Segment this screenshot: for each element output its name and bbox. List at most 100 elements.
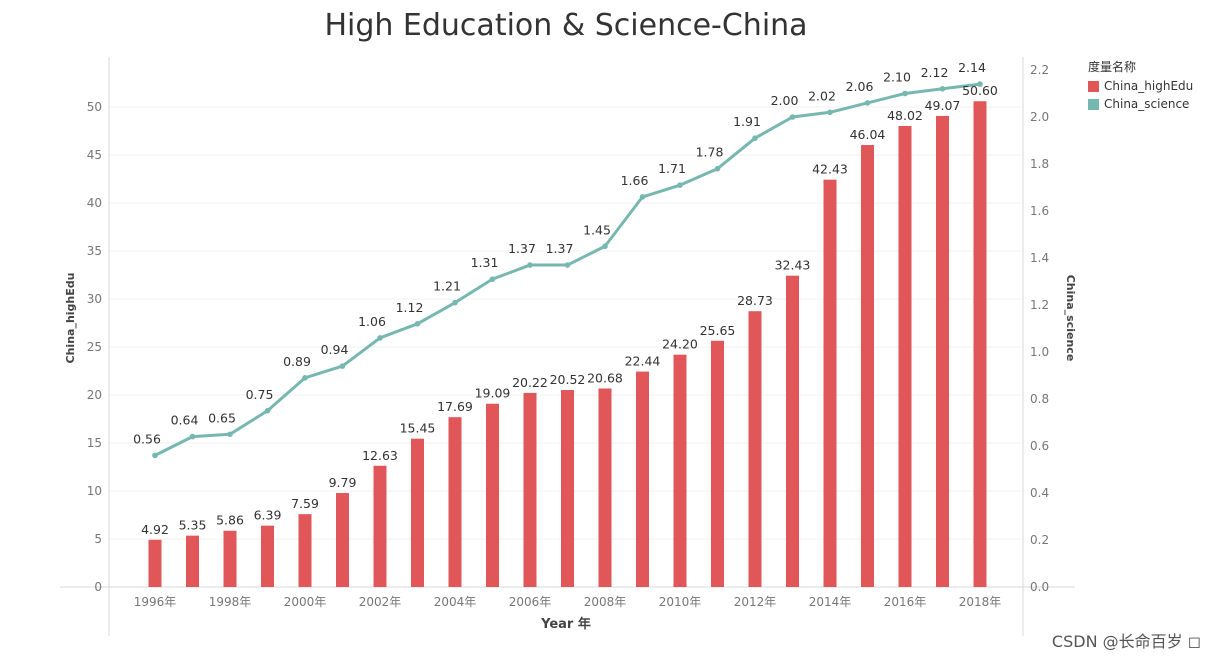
bar[interactable] bbox=[973, 101, 987, 588]
bar-data-label: 49.07 bbox=[925, 98, 961, 113]
line-point[interactable] bbox=[827, 109, 833, 116]
watermark: CSDN @长命百岁 ◻ bbox=[1051, 632, 1201, 651]
legend-swatch-science bbox=[1088, 98, 1099, 110]
bar[interactable] bbox=[936, 115, 949, 587]
line-point[interactable] bbox=[339, 363, 346, 369]
line-point[interactable] bbox=[639, 194, 646, 200]
bar-data-label: 19.09 bbox=[475, 386, 511, 401]
bar-data-label: 22.44 bbox=[625, 354, 661, 369]
x-tick-label: 2008年 bbox=[584, 595, 627, 609]
y-axis-right-title: China_science bbox=[1064, 275, 1077, 362]
line-point[interactable] bbox=[752, 135, 758, 141]
chart-title: High Education & Science-China bbox=[324, 8, 808, 43]
line-point[interactable] bbox=[564, 262, 571, 268]
bar[interactable] bbox=[673, 354, 687, 587]
bar[interactable] bbox=[861, 145, 874, 588]
line-point[interactable] bbox=[302, 375, 308, 381]
line-data-label: 1.37 bbox=[546, 241, 574, 256]
line-data-label: 2.00 bbox=[771, 93, 799, 108]
bar[interactable] bbox=[898, 126, 912, 588]
bar[interactable] bbox=[186, 535, 199, 587]
line-data-label: 1.21 bbox=[433, 279, 461, 294]
tick-labels: 0 5 10 15 20 25 30 35 40 45 50 0.0 0.2 0.4 0.6 0.8 1.0 1.… bbox=[87, 63, 1049, 609]
x-axis-title: Year 年 bbox=[540, 616, 591, 632]
line-point[interactable] bbox=[264, 407, 271, 414]
bar-data-label: 46.04 bbox=[850, 127, 886, 142]
bar[interactable] bbox=[711, 340, 724, 587]
bar[interactable] bbox=[561, 390, 574, 587]
y-right-tick-label: 2.0 bbox=[1030, 110, 1049, 124]
bar-data-label: 28.73 bbox=[737, 293, 773, 308]
line-point[interactable] bbox=[489, 276, 496, 282]
y-left-tick-label: 50 bbox=[87, 100, 102, 114]
x-tick-label: 2000年 bbox=[284, 595, 327, 609]
line-point[interactable] bbox=[189, 433, 196, 440]
x-tick-label: 2016年 bbox=[884, 595, 927, 609]
x-tick-label: 1998年 bbox=[209, 595, 252, 609]
bar[interactable] bbox=[823, 179, 837, 587]
x-tick-label: 2018年 bbox=[959, 595, 1002, 609]
x-tick-label: 2012年 bbox=[734, 595, 777, 609]
line-point[interactable] bbox=[677, 182, 683, 188]
line-data-label: 1.66 bbox=[621, 173, 649, 188]
line-point[interactable] bbox=[414, 321, 421, 327]
legend-title: 度量名称 bbox=[1088, 60, 1137, 74]
bar[interactable] bbox=[373, 465, 387, 587]
line-data-label: 2.06 bbox=[846, 79, 874, 94]
line-point[interactable] bbox=[902, 90, 908, 97]
line-point[interactable] bbox=[714, 165, 721, 172]
bar[interactable] bbox=[261, 525, 274, 587]
bar-data-label: 17.69 bbox=[437, 399, 473, 414]
bar-data-label: 9.79 bbox=[329, 475, 357, 490]
line-point[interactable] bbox=[602, 243, 608, 250]
line-data-label: 0.56 bbox=[133, 431, 161, 446]
bar[interactable] bbox=[148, 539, 162, 587]
line-data-label: 0.65 bbox=[208, 410, 236, 425]
bar-data-label: 24.20 bbox=[662, 337, 698, 352]
legend-item-highEdu[interactable]: China_highEdu bbox=[1088, 77, 1193, 95]
bar-data-label: 25.65 bbox=[700, 323, 736, 338]
bar[interactable] bbox=[748, 311, 762, 587]
bar-data-label: 20.68 bbox=[587, 370, 623, 385]
line-point[interactable] bbox=[227, 431, 233, 438]
line-data-label: 0.64 bbox=[171, 413, 199, 428]
bar[interactable] bbox=[786, 275, 799, 587]
line-point[interactable] bbox=[977, 81, 983, 87]
legend: 度量名称 China_highEdu China_science bbox=[1088, 58, 1193, 113]
bar[interactable] bbox=[223, 530, 237, 587]
line-data-label: 1.06 bbox=[358, 314, 386, 329]
bar[interactable] bbox=[298, 514, 312, 587]
y-left-tick-label: 0 bbox=[94, 580, 102, 594]
bar[interactable] bbox=[598, 388, 612, 587]
line-point[interactable] bbox=[152, 452, 158, 459]
bar-data-label: 42.43 bbox=[812, 162, 848, 177]
bar[interactable] bbox=[411, 438, 424, 587]
legend-item-science[interactable]: China_science bbox=[1088, 95, 1193, 113]
line-point[interactable] bbox=[864, 100, 871, 106]
legend-label-science: China_science bbox=[1104, 97, 1190, 111]
line-point[interactable] bbox=[452, 299, 458, 306]
bar-data-label: 6.39 bbox=[254, 508, 282, 523]
bar[interactable] bbox=[486, 403, 499, 587]
bar-data-label: 50.60 bbox=[962, 83, 998, 98]
line-data-label: 0.94 bbox=[321, 342, 349, 357]
line-point[interactable] bbox=[789, 114, 796, 120]
line-point[interactable] bbox=[527, 262, 533, 268]
x-tick-label: 1996年 bbox=[134, 595, 177, 609]
y-right-tick-label: 1.8 bbox=[1030, 157, 1049, 171]
y-right-tick-label: 0.0 bbox=[1030, 580, 1049, 594]
y-right-tick-label: 0.6 bbox=[1030, 439, 1049, 453]
line-data-label: 0.89 bbox=[283, 354, 311, 369]
y-right-tick-label: 0.4 bbox=[1030, 486, 1049, 500]
line-point[interactable] bbox=[377, 335, 383, 341]
y-left-tick-label: 20 bbox=[87, 388, 102, 402]
legend-swatch-highEdu bbox=[1088, 80, 1099, 92]
bar[interactable] bbox=[336, 493, 349, 587]
bar[interactable] bbox=[636, 371, 649, 587]
bar[interactable] bbox=[523, 392, 537, 587]
line-point[interactable] bbox=[939, 86, 946, 92]
y-left-tick-label: 10 bbox=[87, 484, 102, 498]
line-data-label: 1.71 bbox=[658, 161, 686, 176]
bar[interactable] bbox=[448, 417, 462, 587]
